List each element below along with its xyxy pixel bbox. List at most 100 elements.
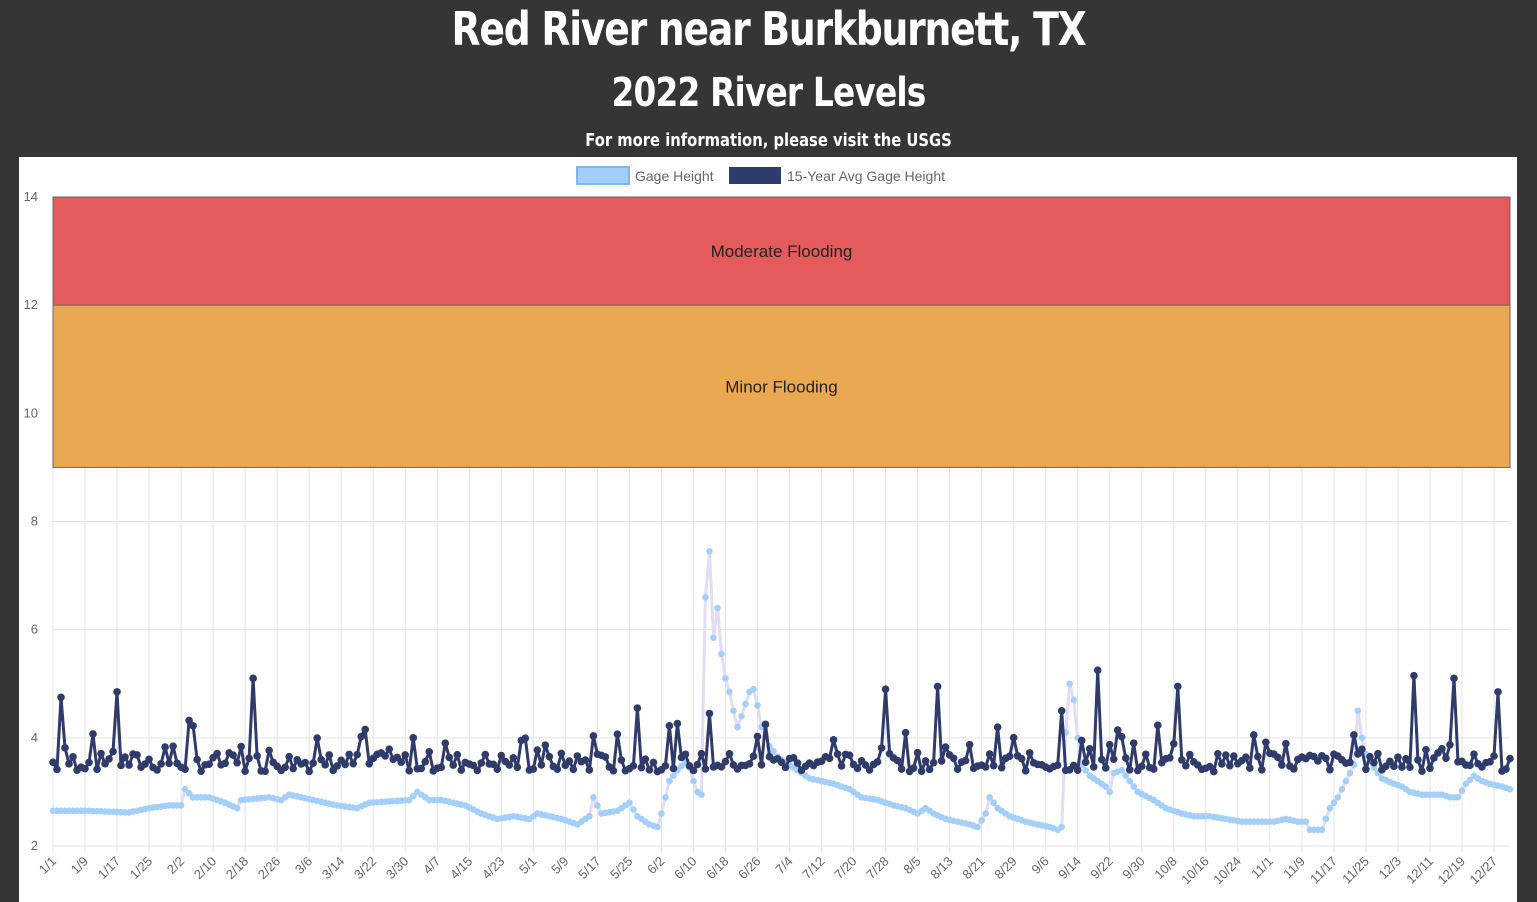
avg-gage-height-point [349, 759, 358, 768]
avg-gage-height-point [1081, 758, 1090, 766]
gage-height-point [1058, 823, 1065, 831]
gage-height-point [690, 777, 697, 785]
avg-gage-height-point [1137, 762, 1146, 771]
gage-height-point [658, 810, 665, 817]
gage-height-point [710, 634, 717, 642]
gage-height-point [734, 723, 741, 731]
gage-height-point [1122, 772, 1130, 779]
avg-gage-height-point [1366, 752, 1374, 761]
gage-height-point [706, 547, 713, 555]
avg-gage-height-point [997, 763, 1006, 772]
gage-height-point [754, 702, 761, 709]
avg-gage-height-point [1398, 763, 1406, 771]
x-tick-label: 8/21 [959, 854, 988, 883]
avg-gage-height-point [1017, 754, 1026, 763]
x-tick-label: 5/1 [516, 854, 539, 877]
avg-gage-height-point [241, 767, 249, 775]
avg-gage-height-point [49, 758, 57, 767]
avg-gage-height-point [613, 730, 622, 739]
x-tick-label: 8/29 [991, 854, 1020, 883]
gage-height-point [718, 650, 725, 658]
avg-gage-height-point [569, 765, 578, 774]
avg-gage-height-point [589, 732, 598, 740]
avg-gage-height-point [469, 761, 478, 770]
avg-gage-height-point [353, 750, 362, 759]
avg-gage-height-point [1350, 731, 1358, 739]
x-tick-label: 8/13 [927, 854, 956, 883]
avg-gage-height-point [897, 765, 906, 773]
gage-height-point [586, 812, 593, 820]
page-title: Red River near Burkburnett, TX [451, 2, 1087, 56]
avg-gage-height-point [665, 722, 674, 730]
avg-gage-height-point [1406, 763, 1414, 771]
gage-height-point [714, 604, 721, 612]
avg-gage-height-point [281, 763, 289, 772]
avg-gage-height-point [1117, 732, 1126, 741]
avg-gage-height-point [1326, 765, 1334, 774]
avg-gage-height-point [581, 756, 590, 764]
avg-gage-height-point [365, 759, 374, 768]
x-tick-label: 7/28 [863, 854, 892, 883]
x-tick-label: 11/17 [1307, 854, 1340, 887]
avg-gage-height-point [1121, 754, 1130, 762]
avg-gage-height-point [165, 759, 173, 768]
avg-gage-height-point [169, 742, 177, 751]
avg-gage-height-point [1005, 752, 1014, 761]
gage-height-point [990, 799, 997, 807]
avg-gage-height-point [497, 751, 506, 760]
avg-gage-height-point [1486, 758, 1494, 766]
gage-height-point [594, 802, 601, 809]
gage-height-point [409, 792, 417, 800]
avg-gage-height-point [645, 766, 654, 774]
avg-gage-height-point [1394, 753, 1402, 761]
avg-gage-height-point [421, 757, 430, 766]
gage-height-point [1130, 783, 1138, 790]
avg-gage-height-point [1141, 750, 1150, 759]
avg-gage-height-point [949, 754, 958, 763]
gage-height-point [1330, 799, 1338, 807]
avg-gage-height-point [689, 766, 698, 775]
x-tick-label: 2/26 [255, 854, 284, 883]
avg-gage-height-point [1390, 762, 1398, 771]
gage-height-point [1506, 785, 1514, 793]
legend-swatch-avg [729, 167, 781, 184]
avg-gage-height-point [333, 762, 341, 770]
y-tick-label: 10 [24, 405, 38, 420]
avg-gage-height-point [629, 761, 638, 770]
avg-gage-height-point [113, 688, 121, 696]
avg-gage-height-point [1230, 752, 1238, 760]
x-tick-label: 1/1 [36, 854, 59, 877]
avg-gage-height-point [1410, 671, 1418, 680]
x-tick-label: 9/6 [1028, 854, 1051, 877]
avg-gage-height-point [609, 766, 618, 775]
gage-height-point [1118, 766, 1126, 774]
gage-height-point [1302, 818, 1310, 825]
avg-gage-height-point [1402, 755, 1410, 763]
avg-gage-height-point [221, 759, 229, 768]
gage-height-point [1326, 804, 1334, 812]
avg-gage-height-point [261, 767, 269, 776]
x-tick-label: 11/9 [1280, 854, 1308, 882]
x-tick-label: 4/15 [447, 854, 476, 883]
gage-height-point [726, 688, 733, 696]
gage-height-point [1462, 780, 1470, 788]
chart-legend: Gage Height 15-Year Avg Gage Height [576, 166, 945, 185]
avg-gage-height-point [1073, 766, 1082, 774]
flood-bands: Moderate Flooding Minor Flooding [52, 196, 1511, 468]
avg-gage-height-point [717, 762, 726, 771]
avg-gage-height-point [529, 765, 538, 773]
avg-gage-height-point [541, 741, 550, 749]
avg-gage-height-point [981, 763, 990, 771]
avg-gage-height-point [1025, 749, 1034, 757]
avg-gage-height-point [941, 743, 950, 751]
gage-height-point [181, 785, 189, 793]
avg-gage-height-point [133, 751, 141, 759]
avg-gage-height-point [105, 755, 113, 763]
y-tick-label: 14 [24, 189, 38, 204]
x-tick-label: 1/17 [95, 854, 124, 883]
x-tick-label: 12/19 [1434, 854, 1468, 888]
avg-gage-height-point [1426, 764, 1434, 773]
avg-gage-height-point [601, 753, 610, 761]
avg-gage-height-point [1414, 756, 1422, 764]
gage-height-point [1102, 783, 1110, 790]
